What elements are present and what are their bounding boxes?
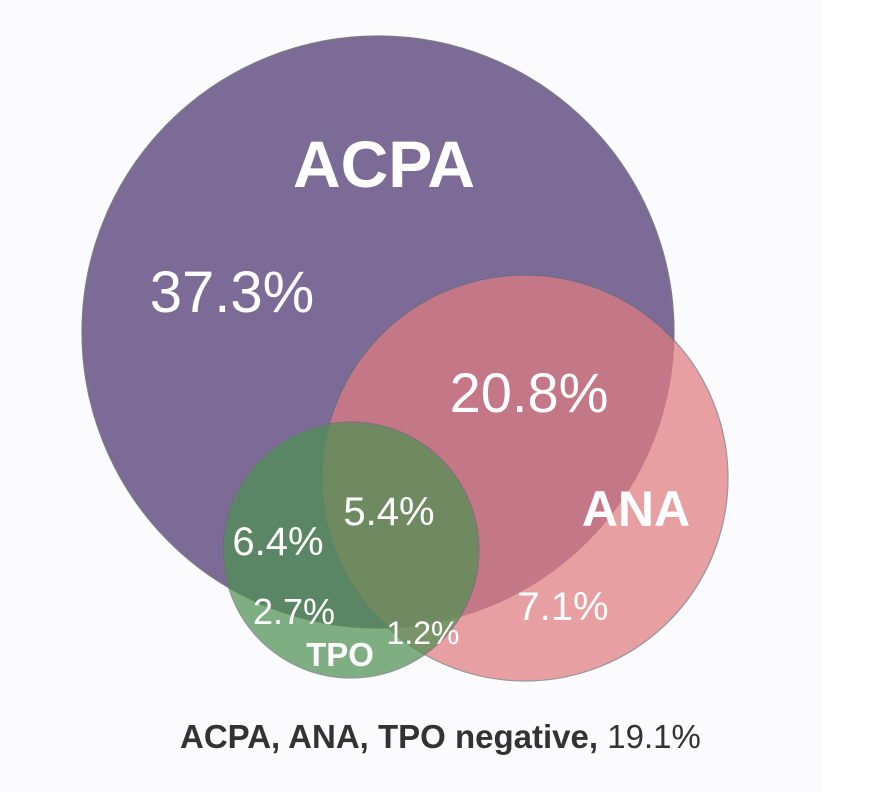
venn-diagram: ACPA ANA TPO 37.3% 20.8% 6.4% 5.4% 2.7% … bbox=[81, 35, 729, 682]
negative-label: ACPA, ANA, TPO negative, bbox=[180, 718, 599, 755]
negative-value: 19.1% bbox=[607, 718, 701, 755]
acpa-only-value: 37.3% bbox=[150, 260, 314, 325]
negative-summary: ACPA, ANA, TPO negative, 19.1% bbox=[180, 718, 701, 756]
ana-only-value: 7.1% bbox=[517, 585, 608, 629]
tpo-circle bbox=[222, 421, 480, 679]
acpa-set-label: ACPA bbox=[293, 127, 475, 201]
tpo-only-value: 2.7% bbox=[253, 591, 335, 632]
acpa-tpo-value: 6.4% bbox=[232, 520, 323, 564]
tpo-set-label: TPO bbox=[306, 636, 374, 673]
ana-tpo-value: 1.2% bbox=[387, 615, 460, 651]
all-three-value: 5.4% bbox=[343, 490, 434, 534]
acpa-ana-value: 20.8% bbox=[450, 361, 609, 424]
ana-set-label: ANA bbox=[582, 481, 690, 537]
